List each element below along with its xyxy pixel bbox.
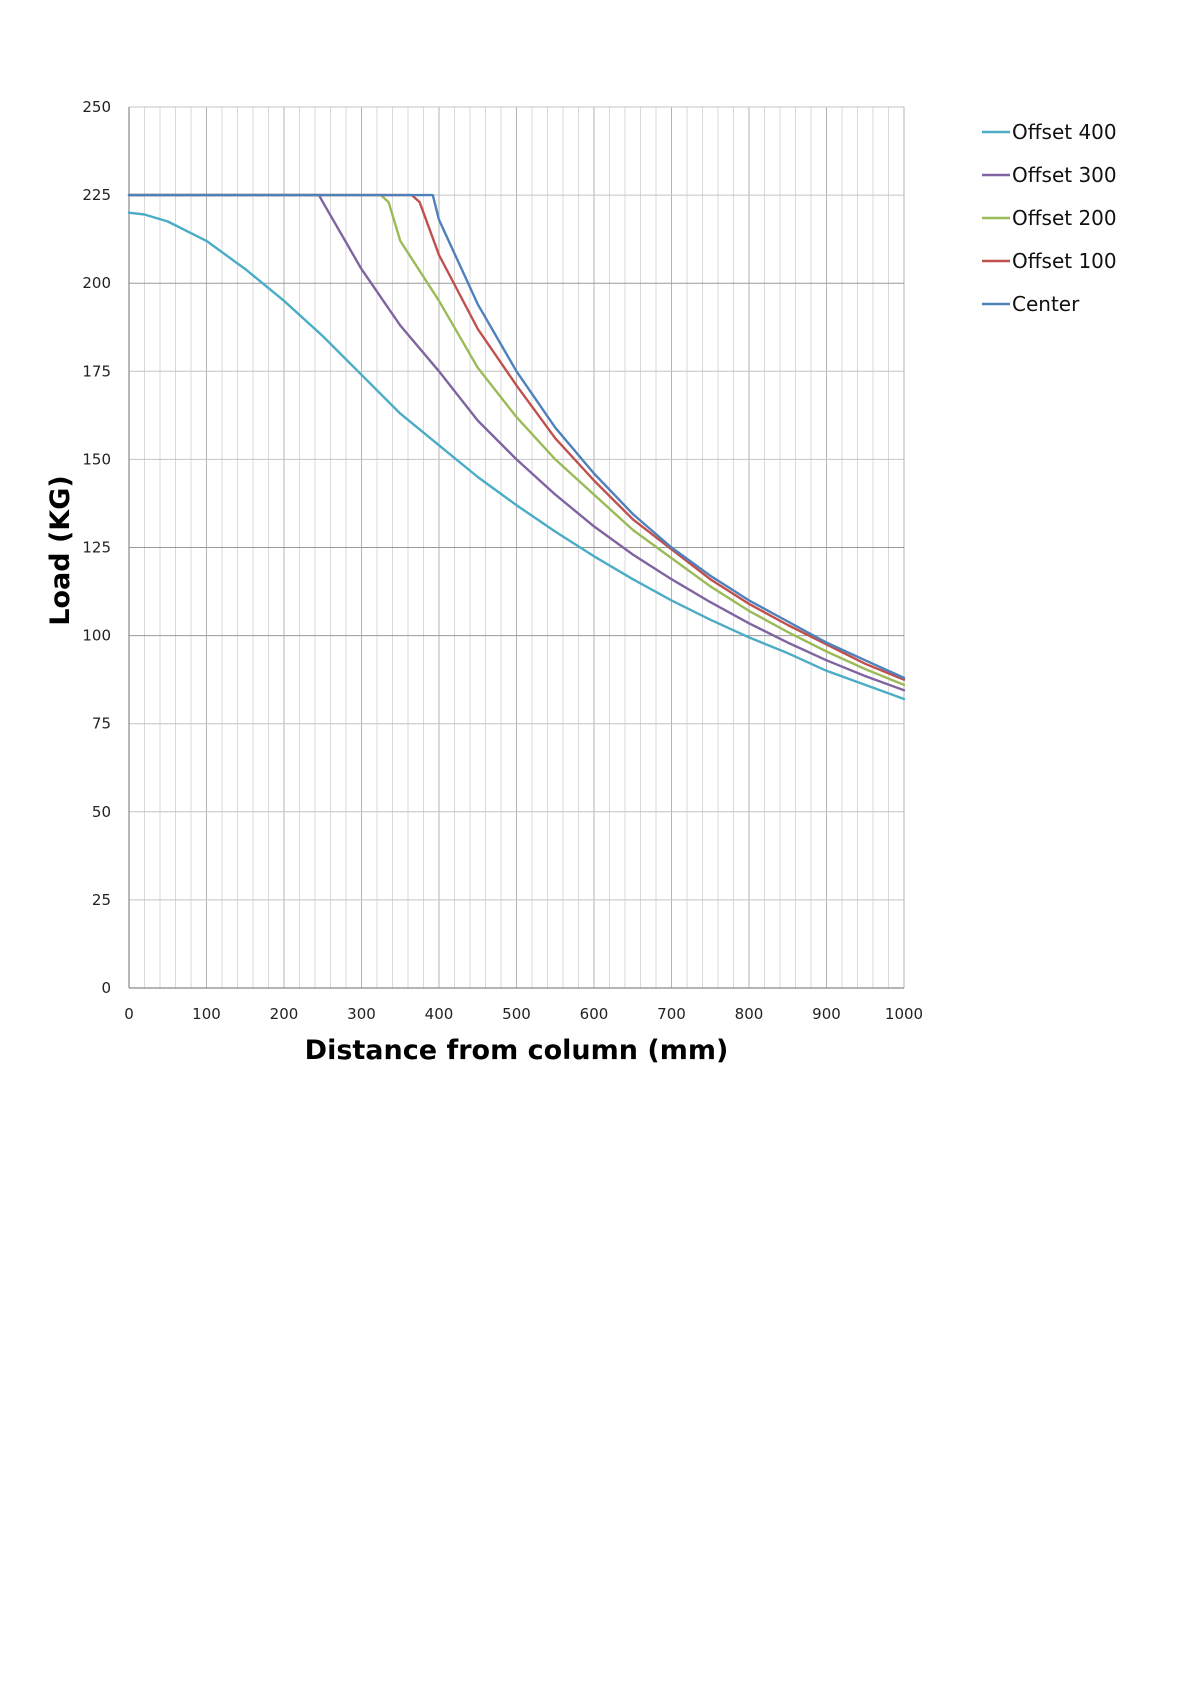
series-line-2 xyxy=(127,193,906,687)
y-axis-title: Load (KG) xyxy=(45,475,76,625)
y-tick-label: 125 xyxy=(82,539,111,557)
y-tick-label: 175 xyxy=(82,362,111,380)
y-tick-label: 75 xyxy=(92,715,111,733)
y-tick-label: 50 xyxy=(92,803,111,821)
series-lines xyxy=(127,193,906,701)
y-tick-label: 150 xyxy=(82,450,111,468)
legend-label: Offset 300 xyxy=(1012,163,1117,187)
series-line-0 xyxy=(127,211,906,701)
legend-label: Offset 400 xyxy=(1012,120,1117,144)
y-tick-label: 225 xyxy=(82,186,111,204)
series-line-1 xyxy=(127,193,906,692)
x-tick-label: 600 xyxy=(580,1005,609,1023)
legend-label: Offset 200 xyxy=(1012,206,1117,230)
major-gridlines xyxy=(128,106,905,989)
x-tick-label: 0 xyxy=(124,1005,134,1023)
x-tick-label: 200 xyxy=(270,1005,299,1023)
x-axis-title: Distance from column (mm) xyxy=(305,1035,729,1066)
y-tick-label: 25 xyxy=(92,891,111,909)
x-tick-label: 400 xyxy=(425,1005,454,1023)
x-tick-label: 100 xyxy=(192,1005,221,1023)
x-tick-label: 700 xyxy=(657,1005,686,1023)
x-tick-label: 500 xyxy=(502,1005,531,1023)
legend-label: Offset 100 xyxy=(1012,249,1117,273)
series-line-4 xyxy=(127,193,906,680)
tick-labels: 0 100 200 300 400 500 600 700 800 900 1000 0 25 50 75 1… xyxy=(82,98,923,1023)
legend: Offset 400 Offset 300 Offset 200 Offset 100… xyxy=(982,120,1117,316)
legend-label: Center xyxy=(1012,292,1080,316)
x-tick-label: 900 xyxy=(812,1005,841,1023)
x-tick-label: 1000 xyxy=(885,1005,923,1023)
y-tick-label: 0 xyxy=(101,979,111,997)
y-tick-label: 100 xyxy=(82,627,111,645)
x-tick-label: 300 xyxy=(347,1005,376,1023)
series-line-3 xyxy=(127,193,906,681)
y-tick-label: 250 xyxy=(82,98,111,116)
y-tick-label: 200 xyxy=(82,274,111,292)
x-tick-label: 800 xyxy=(735,1005,764,1023)
